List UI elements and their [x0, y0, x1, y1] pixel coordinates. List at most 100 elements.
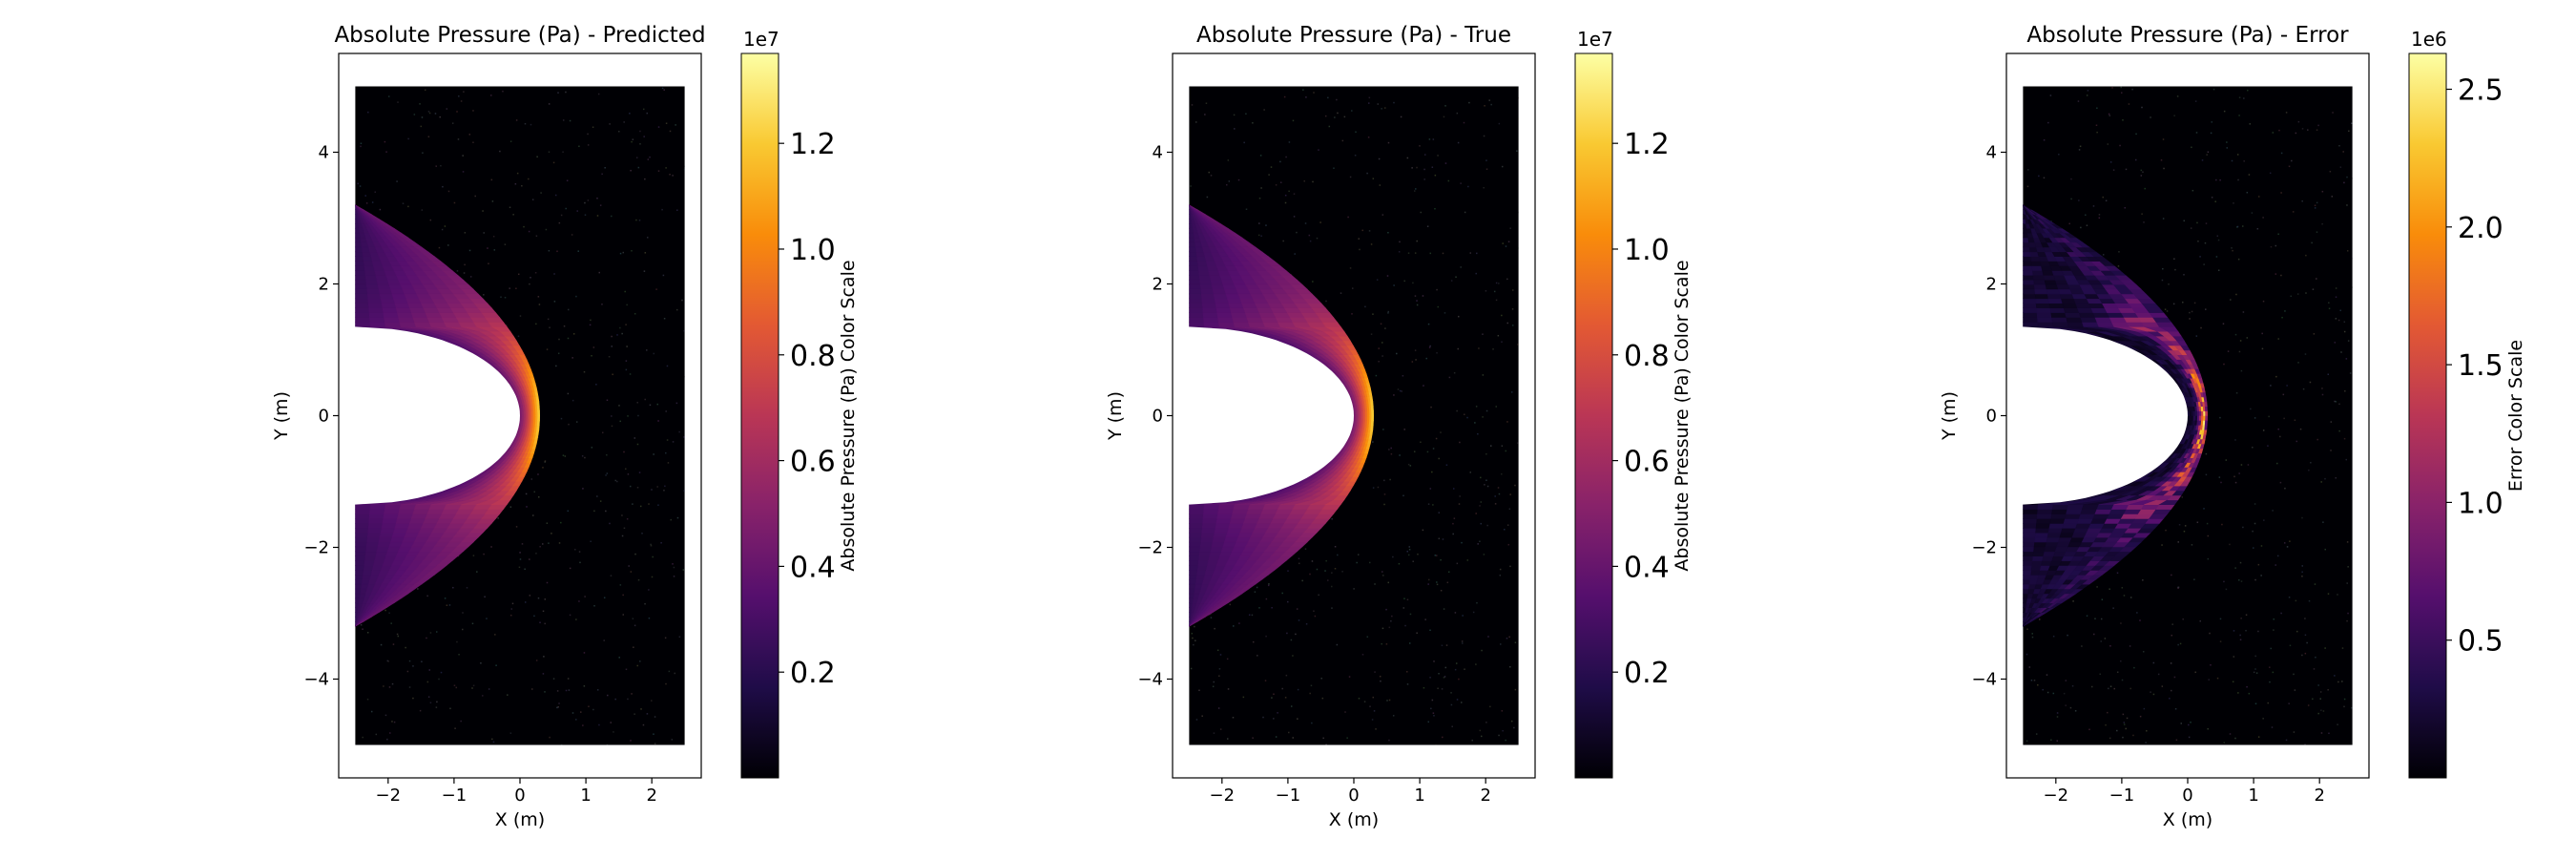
- field-speckle: [557, 352, 560, 355]
- field-speckle: [2033, 680, 2036, 681]
- field-speckle: [1340, 292, 1342, 294]
- field-speckle: [1388, 699, 1391, 702]
- field-speckle: [598, 723, 600, 726]
- shock-cell: [408, 518, 426, 524]
- shock-cell: [408, 307, 426, 313]
- field-speckle: [2348, 130, 2350, 133]
- field-speckle: [575, 421, 578, 423]
- field-speckle: [2302, 388, 2305, 390]
- field-speckle: [2121, 679, 2124, 681]
- field-speckle: [2254, 702, 2257, 705]
- field-speckle: [1348, 676, 1351, 678]
- field-speckle: [1386, 700, 1388, 702]
- field-speckle: [1502, 242, 1504, 244]
- field-speckle: [2328, 302, 2330, 304]
- field-speckle: [2236, 225, 2239, 228]
- field-speckle: [1191, 104, 1194, 106]
- field-speckle: [2247, 89, 2249, 92]
- field-speckle: [675, 402, 678, 405]
- colorbar: [740, 52, 779, 779]
- field-speckle: [571, 399, 574, 402]
- field-speckle: [2340, 351, 2342, 353]
- field-speckle: [2146, 729, 2148, 732]
- shock-cell: [355, 298, 369, 304]
- field-speckle: [1331, 607, 1333, 609]
- shock-cell: [379, 293, 394, 300]
- field-speckle: [1392, 555, 1394, 558]
- field-speckle: [2144, 187, 2146, 190]
- field-speckle: [684, 165, 685, 168]
- field-speckle: [1420, 211, 1423, 214]
- shock-cell: [536, 424, 540, 430]
- field-speckle: [2139, 619, 2141, 621]
- field-speckle: [548, 151, 551, 154]
- shock-cell: [2051, 509, 2068, 514]
- field-speckle: [631, 140, 633, 143]
- field-speckle: [621, 514, 623, 516]
- shock-cell: [2094, 509, 2112, 514]
- shock-cell: [1199, 541, 1214, 548]
- field-speckle: [371, 201, 374, 203]
- shock-cell: [426, 509, 445, 514]
- chart-title: Absolute Pressure (Pa) - Predicted: [334, 23, 705, 48]
- field-speckle: [673, 566, 675, 569]
- shock-cell: [355, 574, 364, 580]
- shock-cell: [2037, 317, 2053, 323]
- field-speckle: [632, 138, 634, 140]
- field-speckle: [2254, 417, 2256, 419]
- field-speckle: [1506, 524, 1509, 526]
- field-speckle: [2109, 161, 2112, 163]
- field-speckle: [2352, 286, 2353, 288]
- field-speckle: [2261, 332, 2263, 335]
- field-speckle: [555, 365, 557, 367]
- shock-cell: [2023, 565, 2033, 571]
- field-speckle: [1495, 299, 1498, 302]
- field-speckle: [579, 561, 581, 564]
- field-speckle: [517, 273, 520, 276]
- shock-cell: [355, 241, 363, 248]
- field-speckle: [2222, 323, 2225, 325]
- field-speckle: [2193, 302, 2196, 304]
- field-speckle: [1489, 705, 1491, 708]
- field-speckle: [2332, 112, 2334, 114]
- field-speckle: [457, 555, 460, 557]
- shock-cell: [1223, 288, 1239, 295]
- field-speckle: [2122, 736, 2124, 739]
- field-speckle: [1481, 649, 1483, 652]
- field-speckle: [1243, 141, 1245, 144]
- shock-cell: [2023, 251, 2031, 258]
- shock-cell: [2023, 256, 2032, 262]
- shock-cell: [355, 527, 369, 534]
- field-speckle: [1427, 503, 1430, 505]
- field-speckle: [577, 250, 579, 252]
- field-speckle: [2068, 222, 2070, 225]
- field-speckle: [2065, 680, 2067, 681]
- field-speckle: [366, 631, 369, 634]
- field-speckle: [469, 276, 472, 278]
- field-speckle: [2157, 673, 2160, 676]
- field-speckle: [1485, 168, 1488, 170]
- field-speckle: [2129, 597, 2132, 598]
- field-speckle: [524, 601, 527, 603]
- field-speckle: [2321, 388, 2323, 389]
- field-speckle: [2177, 587, 2179, 590]
- field-speckle: [1366, 172, 1368, 175]
- field-speckle: [486, 618, 488, 619]
- field-speckle: [2346, 204, 2348, 206]
- field-speckle: [2284, 487, 2286, 490]
- shock-cell: [1247, 504, 1266, 510]
- shock-cell: [2023, 551, 2034, 557]
- shock-cell: [384, 504, 402, 510]
- field-speckle: [2201, 159, 2204, 161]
- shock-cell: [2023, 588, 2029, 595]
- field-speckle: [2183, 530, 2186, 533]
- field-speckle: [2042, 688, 2044, 691]
- shock-cell: [2023, 274, 2034, 281]
- field-speckle: [644, 178, 646, 180]
- field-speckle: [1190, 185, 1192, 187]
- field-speckle: [1229, 603, 1232, 606]
- field-speckle: [1393, 101, 1395, 104]
- field-speckle: [1238, 622, 1240, 624]
- field-speckle: [1316, 568, 1319, 571]
- field-speckle: [1444, 676, 1446, 678]
